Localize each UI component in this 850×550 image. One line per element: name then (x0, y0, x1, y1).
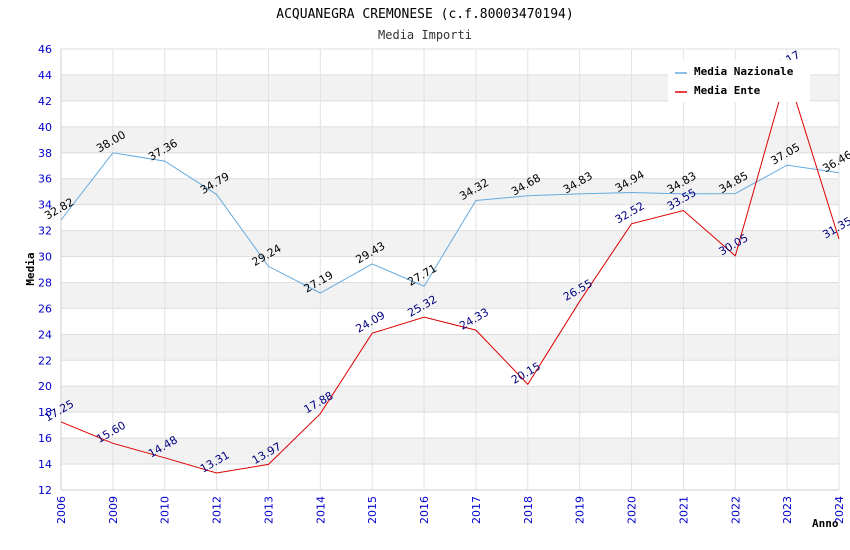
y-tick-label: 38 (38, 147, 52, 160)
y-tick-label: 12 (38, 484, 52, 497)
y-axis-ticks: 12 14 16 18 20 22 24 26 28 30 32 34 36 38 40 42 44 46 (38, 43, 52, 497)
x-axis-label: Anno (812, 517, 839, 530)
y-tick-label: 20 (38, 380, 52, 393)
data-label: 17.25 (42, 397, 76, 424)
chart-title: ACQUANEGRA CREMONESE (c.f.80003470194) (276, 7, 573, 22)
x-tick-label: 2010 (159, 496, 172, 524)
x-tick-label: 2024 (833, 496, 846, 524)
y-tick-label: 22 (38, 354, 52, 367)
x-tick-label: 2021 (677, 496, 690, 524)
y-tick-label: 28 (38, 276, 52, 289)
grid-band (61, 126, 839, 153)
legend-label-nazionale: Media Nazionale (694, 65, 794, 78)
y-tick-label: 32 (38, 225, 52, 238)
y-tick-label: 40 (38, 121, 52, 134)
x-axis-ticks: 2006 2009 2010 2012 2013 2014 2015 2016 2017 2018… (55, 496, 846, 524)
x-tick-label: 2006 (55, 496, 68, 524)
series-line-nazionale (60, 152, 840, 294)
y-tick-label: 36 (38, 173, 52, 186)
y-tick-label: 34 (38, 199, 52, 212)
x-tick-label: 2016 (418, 496, 431, 524)
x-tick-label: 2018 (522, 496, 535, 524)
grid-band (61, 178, 839, 205)
legend-box (668, 60, 810, 102)
legend: Media Nazionale Media Ente (668, 60, 810, 102)
y-tick-label: 44 (38, 69, 52, 82)
data-label: 24.09 (354, 309, 388, 336)
grid-lines (60, 48, 840, 491)
y-tick-label: 24 (38, 328, 52, 341)
data-label: 24.33 (457, 306, 491, 333)
y-axis-label: Media (24, 252, 37, 285)
grid-bands (61, 74, 839, 465)
x-tick-label: 2020 (626, 496, 639, 524)
x-tick-label: 2012 (211, 496, 224, 524)
grid-band (61, 334, 839, 361)
x-tick-label: 2013 (262, 496, 275, 524)
grid-band (61, 386, 839, 413)
y-tick-label: 30 (38, 251, 52, 264)
x-tick-label: 2023 (781, 496, 794, 524)
series-line-ente (60, 70, 840, 474)
chart-subtitle: Media Importi (378, 28, 472, 42)
x-tick-label: 2019 (574, 496, 587, 524)
grid-band (61, 282, 839, 309)
x-tick-label: 2022 (729, 496, 742, 524)
legend-label-ente: Media Ente (694, 84, 761, 97)
x-tick-label: 2009 (107, 496, 120, 524)
series-lines (60, 70, 840, 474)
y-tick-label: 18 (38, 406, 52, 419)
x-tick-label: 2017 (470, 496, 483, 524)
y-tick-label: 46 (38, 43, 52, 56)
grid-band (61, 438, 839, 465)
y-tick-label: 16 (38, 432, 52, 445)
y-tick-label: 26 (38, 302, 52, 315)
x-tick-label: 2014 (314, 496, 327, 524)
y-tick-label: 14 (38, 458, 52, 471)
y-tick-label: 42 (38, 95, 52, 108)
x-tick-label: 2015 (366, 496, 379, 524)
